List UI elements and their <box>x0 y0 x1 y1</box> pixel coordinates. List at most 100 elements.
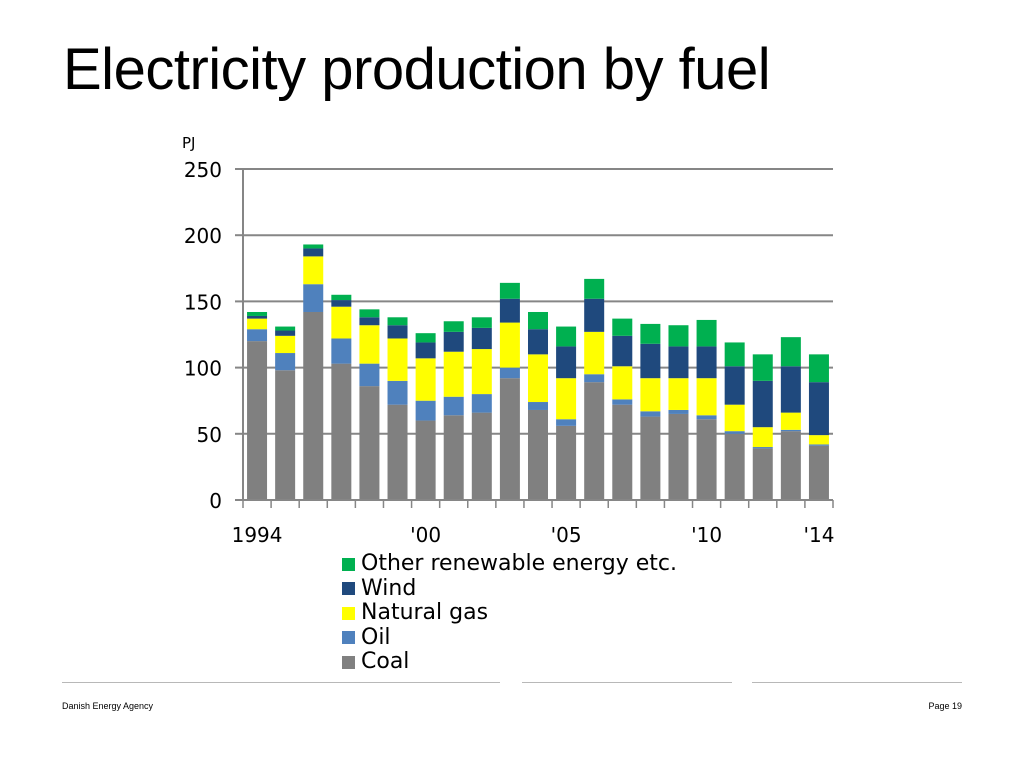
bar-segment-2006-coal <box>584 382 605 500</box>
bar-segment-2005-oil <box>556 419 577 426</box>
bar-segment-1995-natural-gas <box>275 335 296 354</box>
bar-segment-2000-oil <box>415 400 436 421</box>
y-tick-label: 150 <box>184 290 222 314</box>
bar-segment-2004-coal <box>528 409 548 500</box>
legend-item: Coal <box>342 649 677 675</box>
bar-segment-1998-natural-gas <box>359 325 380 364</box>
y-axis-label: PJ <box>182 134 195 152</box>
bar-segment-2009-coal <box>668 413 689 500</box>
bar-segment-2003-oil <box>499 367 520 379</box>
bar-segment-1994-oil <box>247 329 268 342</box>
axis-labels: 0 50 100 150 200 250 PJ 1994 '00 '05 '10 '14 <box>182 134 834 547</box>
legend-swatch <box>342 582 355 596</box>
bar-segment-2004-oil <box>528 402 548 410</box>
bar-segment-2003-natural-gas <box>499 322 520 368</box>
bar-segment-2005-natural-gas <box>556 378 577 420</box>
legend-item: Other renewable energy etc. <box>342 551 678 577</box>
bar-segment-2002-coal <box>471 412 492 500</box>
bar-segment-2002-other-renewable-energy-etc- <box>471 317 492 328</box>
bar-segment-2014-other-renewable-energy-etc- <box>808 354 829 383</box>
bar-segment-1995-wind <box>275 330 296 336</box>
footer-divider-3 <box>752 682 962 683</box>
bar-segment-1997-oil <box>331 338 352 364</box>
bar-segment-2003-other-renewable-energy-etc- <box>499 282 520 299</box>
bar-segment-2002-wind <box>471 327 492 350</box>
bar-segment-2009-other-renewable-energy-etc- <box>668 325 689 347</box>
x-tick-label: '10 <box>691 523 722 547</box>
bar-segment-2009-wind <box>668 346 689 379</box>
bar-segment-1997-coal <box>331 363 352 500</box>
bar-segment-2011-other-renewable-energy-etc- <box>724 342 745 367</box>
bar-segment-2012-oil <box>752 447 773 449</box>
bar-segment-2004-other-renewable-energy-etc- <box>528 311 548 330</box>
bar-segment-2014-wind <box>808 382 829 436</box>
bar-segment-2008-wind <box>640 343 661 379</box>
bar-segment-2009-oil <box>668 409 689 414</box>
bar-segment-2008-natural-gas <box>640 378 661 412</box>
bar-segment-1999-coal <box>387 404 408 500</box>
bar-segment-2007-other-renewable-energy-etc- <box>612 318 633 336</box>
legend-swatch <box>342 606 355 620</box>
bar-segment-2005-other-renewable-energy-etc- <box>556 326 577 347</box>
legend-swatch <box>342 631 355 645</box>
bar-segment-1994-other-renewable-energy-etc- <box>247 311 268 316</box>
bar-segment-2013-other-renewable-energy-etc- <box>780 337 801 367</box>
bar-segment-2011-natural-gas <box>724 404 745 432</box>
bar-segment-2006-other-renewable-energy-etc- <box>584 278 605 299</box>
bar-segment-2012-other-renewable-energy-etc- <box>752 354 773 381</box>
bar-segment-1999-oil <box>387 380 408 405</box>
stacked-bar-chart: 0 50 100 150 200 250 PJ 1994 '00 '05 '10 '14 <box>182 134 834 547</box>
bar-segment-2011-coal <box>724 433 745 500</box>
legend-label: Oil <box>361 624 391 650</box>
legend-item: Natural gas <box>342 600 677 626</box>
legend-label: Natural gas <box>361 600 489 625</box>
bar-segment-2010-oil <box>696 415 717 420</box>
x-tick-label: '14 <box>803 523 834 547</box>
bar-segment-2010-coal <box>696 419 717 500</box>
bar-segment-2011-wind <box>724 366 745 405</box>
legend-label: Wind <box>361 575 417 601</box>
y-tick-label: 200 <box>184 224 222 248</box>
bar-segment-2004-natural-gas <box>528 354 548 403</box>
bar-segment-2009-natural-gas <box>668 378 689 410</box>
bar-segment-2014-natural-gas <box>808 435 829 445</box>
axes <box>235 168 834 508</box>
bar-segment-2000-natural-gas <box>415 358 436 401</box>
bar-segment-2014-oil <box>808 444 829 446</box>
bar-segment-2010-wind <box>696 346 717 379</box>
bar-segment-2008-coal <box>640 416 661 500</box>
bar-segment-1999-other-renewable-energy-etc- <box>387 317 408 326</box>
bar-segment-2003-wind <box>499 298 520 323</box>
bar-segment-2013-natural-gas <box>780 412 801 430</box>
bar-segment-1998-other-renewable-energy-etc- <box>359 309 380 318</box>
bar-segment-2007-coal <box>612 404 633 500</box>
bar-segment-1995-other-renewable-energy-etc- <box>275 326 296 331</box>
bar-segment-1999-natural-gas <box>387 338 408 381</box>
bar-segment-2000-wind <box>415 342 436 359</box>
legend-label: Other renewable energy etc. <box>361 551 678 576</box>
x-tick-label: 1994 <box>232 523 283 547</box>
bar-segment-2005-wind <box>556 346 577 379</box>
bar-segment-2010-natural-gas <box>696 378 717 416</box>
x-tick-label: '00 <box>410 523 441 547</box>
bar-segment-1996-oil <box>303 284 324 312</box>
bar-segment-1999-wind <box>387 325 408 339</box>
bar-segment-2001-coal <box>443 415 464 500</box>
legend-item: Wind <box>342 575 677 602</box>
bar-segment-1997-wind <box>331 300 352 307</box>
bar-segment-2001-other-renewable-energy-etc- <box>443 321 464 332</box>
legend: Other renewable energy etc. Wind Natural g… <box>342 551 678 675</box>
bar-segment-2007-wind <box>612 335 633 367</box>
bar-segment-2000-coal <box>415 420 436 500</box>
bar-segment-1994-natural-gas <box>247 318 268 330</box>
bar-segment-2011-oil <box>724 431 745 434</box>
bar-segment-1994-wind <box>247 315 268 319</box>
legend-swatch <box>342 557 355 571</box>
bar-segment-2008-other-renewable-energy-etc- <box>640 323 661 344</box>
bar-segment-2010-other-renewable-energy-etc- <box>696 319 717 347</box>
bar-segment-2002-natural-gas <box>471 349 492 395</box>
bar-segment-2006-oil <box>584 374 605 383</box>
legend-swatch <box>342 655 355 669</box>
bar-segment-2007-natural-gas <box>612 366 633 400</box>
bar-segment-1998-wind <box>359 317 380 326</box>
